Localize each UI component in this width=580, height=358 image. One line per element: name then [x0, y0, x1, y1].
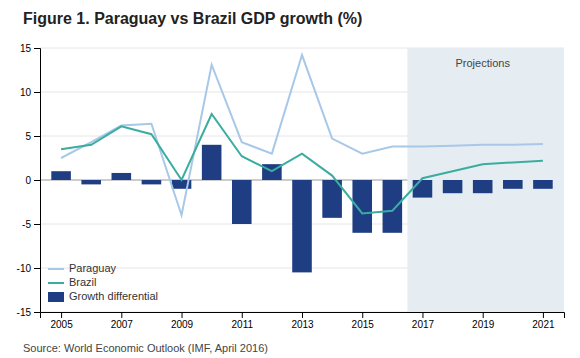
x-tick: 2011: [232, 312, 254, 330]
legend-item: Brazil: [48, 276, 97, 288]
bar: [232, 180, 252, 224]
y-tick-mark: [34, 136, 40, 137]
bar: [51, 171, 71, 180]
plot-area: [51, 48, 564, 312]
y-tick: 0: [25, 175, 40, 186]
x-tick: 2009: [171, 312, 194, 330]
y-tick-label: -10: [17, 263, 32, 274]
bar: [473, 180, 493, 193]
x-tick-label: 2009: [171, 319, 194, 330]
x-tick-mark: [61, 312, 62, 318]
bar: [112, 173, 132, 180]
x-tick-mark: [242, 312, 243, 318]
x-tick-label: 2021: [532, 319, 555, 330]
y-tick-mark: [34, 224, 40, 225]
bar: [292, 180, 312, 272]
bar: [81, 180, 101, 184]
chart: 200520072009201120132015201720192021-15-…: [0, 0, 580, 358]
x-tick-label: 2005: [50, 319, 73, 330]
line: [61, 114, 543, 213]
projection-band: [407, 48, 564, 312]
x-tick-mark: [362, 312, 363, 318]
y-tick-label: 0: [25, 175, 31, 186]
y-tick: -10: [17, 263, 40, 274]
x-tick: 2007: [111, 312, 134, 330]
y-tick-mark: [34, 92, 40, 93]
bar: [443, 180, 463, 193]
annotation: Projections: [455, 57, 510, 69]
y-tick-mark: [34, 48, 40, 49]
x-tick-mark: [483, 312, 484, 318]
legend-label: Brazil: [69, 276, 97, 288]
y-tick-label: -15: [17, 307, 32, 318]
y-tick: -15: [17, 307, 40, 318]
y-tick-label: 5: [25, 131, 31, 142]
x-tick-label: 2017: [412, 319, 435, 330]
x-axis-line: [41, 313, 565, 319]
x-tick-label: 2015: [352, 319, 375, 330]
x-axis: 2005 2007 2009 2011 2013 2015 2017 2019 2021: [41, 312, 565, 330]
x-tick: 2019: [472, 312, 495, 330]
legend-swatch: [48, 282, 64, 284]
x-tick-mark: [121, 312, 122, 318]
y-tick-label: -5: [22, 219, 31, 230]
x-tick-mark: [422, 312, 423, 318]
bar: [142, 180, 162, 184]
legend-swatch: [48, 268, 64, 270]
y-tick: 10: [20, 87, 40, 98]
legend-item: Paraguay: [48, 262, 117, 274]
y-tick-label: 15: [20, 43, 32, 54]
grid: [40, 48, 564, 312]
x-tick-label: 2013: [291, 319, 314, 330]
y-tick: -5: [22, 219, 40, 230]
x-tick-label: 2007: [111, 319, 134, 330]
y-tick-mark: [34, 312, 40, 313]
x-tick: 2005: [50, 312, 73, 330]
legend: Paraguay Brazil Growth differential: [48, 262, 158, 302]
legend-label: Growth differential: [69, 290, 158, 302]
x-tick-mark: [543, 312, 544, 318]
bar: [202, 145, 222, 180]
line: [61, 55, 543, 215]
legend-swatch: [48, 292, 64, 302]
x-tick-mark: [302, 312, 303, 318]
source: Source: World Economic Outlook (IMF, Apr…: [23, 342, 268, 354]
x-tick-label: 2019: [472, 319, 495, 330]
bar: [503, 180, 523, 189]
legend-item: Growth differential: [48, 290, 158, 302]
bar: [383, 180, 403, 233]
legend-label: Paraguay: [69, 262, 117, 274]
y-axis-line: [34, 49, 41, 313]
y-axis: -15 -10 -5 0 5 10 15: [17, 43, 41, 318]
x-tick: 2017: [412, 312, 435, 330]
x-tick: 2021: [532, 312, 555, 330]
y-tick-mark: [34, 180, 40, 181]
y-tick: 5: [25, 131, 40, 142]
y-tick: 15: [20, 43, 40, 54]
x-tick-label: 2011: [232, 319, 254, 330]
y-tick-label: 10: [20, 87, 32, 98]
bar: [533, 180, 553, 189]
title: Figure 1. Paraguay vs Brazil GDP growth …: [23, 10, 362, 27]
y-tick-mark: [34, 268, 40, 269]
bar: [413, 180, 433, 198]
x-tick: 2013: [291, 312, 314, 330]
x-tick: 2015: [352, 312, 375, 330]
bar-series: [51, 145, 552, 273]
x-tick-mark: [182, 312, 183, 318]
